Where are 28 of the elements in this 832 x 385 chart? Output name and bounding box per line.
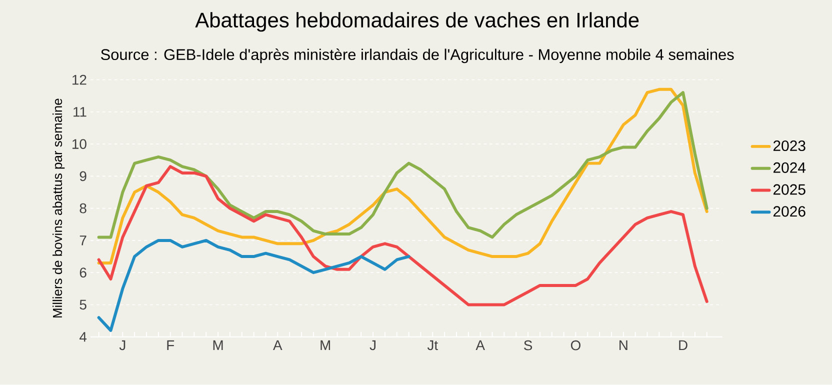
x-tick-label: M (320, 340, 330, 350)
chart-subtitle: Source : GEB-Idele d'après ministère irlandais de l'Agriculture - Moyenne mobile 4 semaines (101, 48, 734, 64)
y-tick-label: 5 (80, 300, 86, 310)
x-tick-label: A (273, 340, 282, 350)
y-tick-label: 6 (80, 268, 86, 278)
y-tick-label: 4 (80, 332, 87, 342)
y-tick-label: 12 (72, 75, 86, 85)
y-tick-label: 8 (80, 204, 86, 214)
x-tick-label: A (476, 340, 485, 350)
legend-label: 2025 (773, 184, 806, 195)
x-tick-label: N (620, 340, 628, 350)
y-tick-label: 10 (72, 139, 86, 150)
y-tick-label: 11 (74, 107, 86, 117)
legend-label: 2026 (773, 206, 806, 217)
legend-label: 2024 (773, 162, 806, 174)
x-tick-label: Jt (427, 340, 438, 350)
y-tick-label: 9 (80, 171, 86, 182)
x-tick-label: S (524, 340, 532, 350)
y-tick-label: 7 (80, 236, 86, 246)
x-tick-label: D (679, 340, 688, 350)
legend-label: 2023 (773, 140, 806, 152)
x-tick-label: J (119, 340, 126, 350)
x-tick-label: F (167, 340, 174, 350)
chart-title: Abattages hebdomadaires de vaches en Irlande (195, 12, 639, 32)
y-axis-title: Milliers de bovins abattus par semaine (52, 98, 65, 318)
x-tick-label: O (570, 340, 580, 350)
x-tick-label: M (213, 340, 223, 350)
x-tick-label: J (370, 340, 376, 350)
